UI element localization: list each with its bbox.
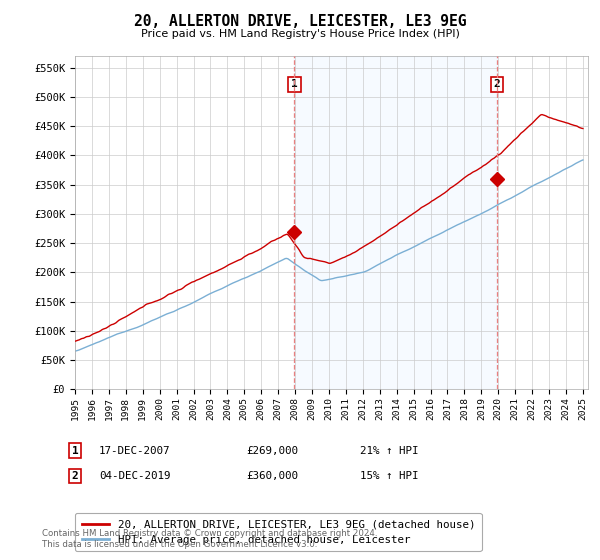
Text: 20, ALLERTON DRIVE, LEICESTER, LE3 9EG: 20, ALLERTON DRIVE, LEICESTER, LE3 9EG (134, 14, 466, 29)
Bar (295, 56, 497, 389)
Text: 15% ↑ HPI: 15% ↑ HPI (360, 471, 419, 481)
Text: 17-DEC-2007: 17-DEC-2007 (99, 446, 170, 456)
Legend: 20, ALLERTON DRIVE, LEICESTER, LE3 9EG (detached house), HPI: Average price, det: 20, ALLERTON DRIVE, LEICESTER, LE3 9EG (… (75, 513, 482, 551)
Text: £269,000: £269,000 (246, 446, 298, 456)
Text: 1: 1 (291, 80, 298, 90)
Text: 2: 2 (71, 471, 79, 481)
Text: 2: 2 (494, 80, 500, 90)
Text: £360,000: £360,000 (246, 471, 298, 481)
Text: Price paid vs. HM Land Registry's House Price Index (HPI): Price paid vs. HM Land Registry's House … (140, 29, 460, 39)
Text: Contains HM Land Registry data © Crown copyright and database right 2024.
This d: Contains HM Land Registry data © Crown c… (42, 529, 377, 549)
Text: 21% ↑ HPI: 21% ↑ HPI (360, 446, 419, 456)
Text: 1: 1 (71, 446, 79, 456)
Text: 04-DEC-2019: 04-DEC-2019 (99, 471, 170, 481)
